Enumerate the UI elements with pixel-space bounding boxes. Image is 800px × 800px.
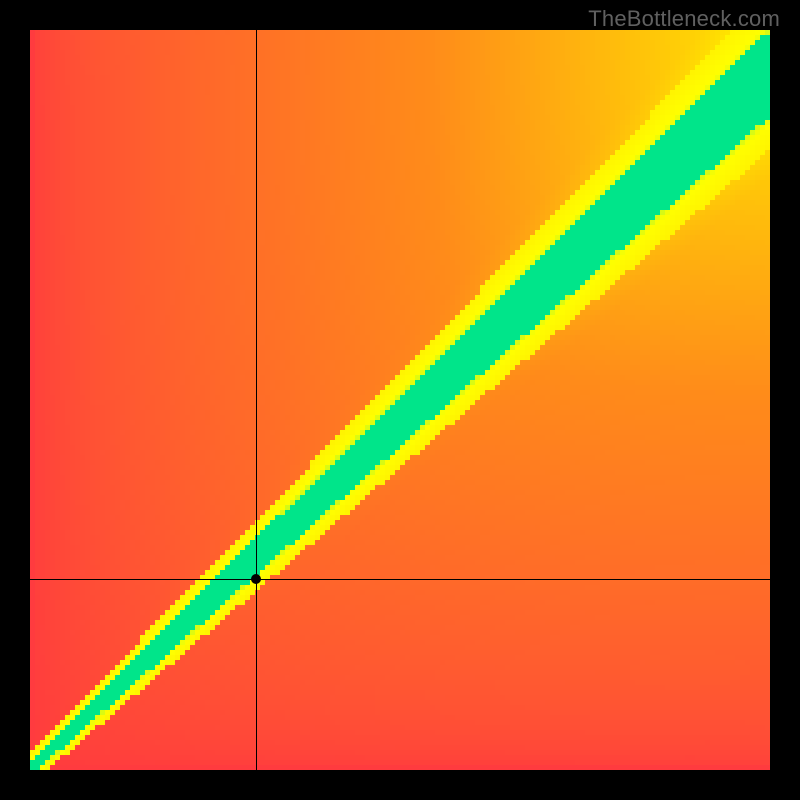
plot-area bbox=[30, 30, 770, 770]
watermark-text: TheBottleneck.com bbox=[588, 6, 780, 32]
crosshair-horizontal bbox=[30, 579, 770, 580]
chart-container: TheBottleneck.com bbox=[0, 0, 800, 800]
marker-point bbox=[251, 574, 261, 584]
heatmap-canvas bbox=[30, 30, 770, 770]
crosshair-vertical bbox=[256, 30, 257, 770]
